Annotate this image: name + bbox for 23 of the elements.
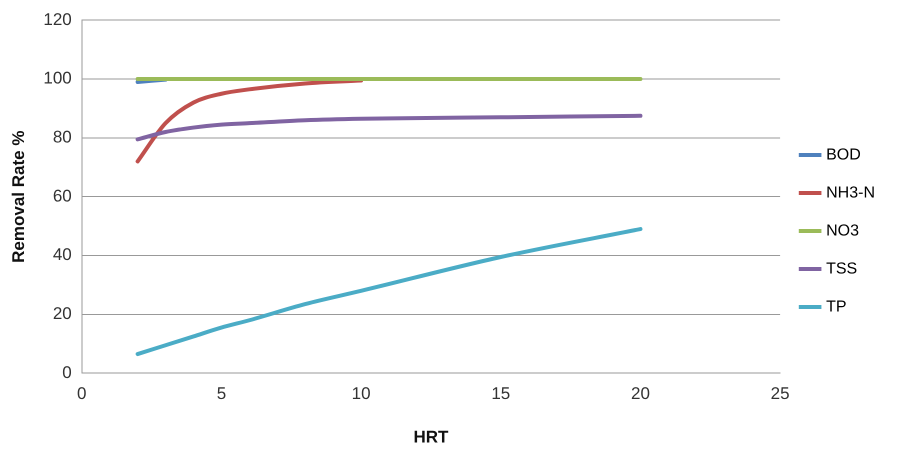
line-series — [136, 227, 642, 356]
x-tick-label: 10 — [352, 384, 371, 404]
x-axis-title: HRT — [413, 427, 450, 446]
x-tick-label: 15 — [491, 384, 510, 404]
legend-label: TSS — [826, 260, 858, 278]
x-tick-label: 25 — [770, 384, 790, 404]
y-axis-title: Removal Rate % — [8, 130, 28, 263]
y-tick-label: 40 — [52, 245, 72, 264]
legend-label: NH3-N — [826, 184, 875, 202]
y-tick-label: 120 — [43, 10, 72, 29]
x-tick-label: 20 — [630, 384, 650, 404]
y-tick-label: 0 — [62, 362, 72, 382]
y-tick-label: 100 — [43, 68, 72, 88]
line-series — [136, 114, 642, 142]
y-tick-label: 80 — [52, 128, 72, 147]
y-tick-label: 20 — [52, 304, 72, 324]
x-tick-label: 0 — [77, 384, 86, 404]
legend-label: NO3 — [826, 222, 860, 240]
legend-label: BOD — [826, 146, 861, 164]
x-tick-label: 5 — [216, 384, 226, 404]
y-tick-label: 60 — [52, 186, 72, 206]
legend-label: TP — [826, 298, 847, 316]
line-series — [136, 78, 364, 164]
